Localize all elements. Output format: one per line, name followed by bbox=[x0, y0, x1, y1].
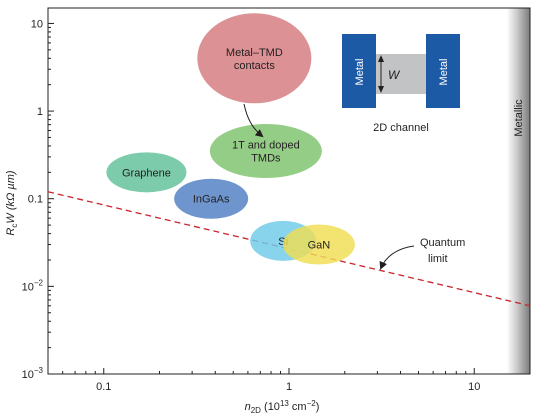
inset-metal-left bbox=[342, 34, 376, 108]
quantum-limit-arrow bbox=[379, 245, 415, 270]
region-label-1t-and-doped-tmds: TMDs bbox=[251, 153, 281, 165]
x-tick-label: 0.1 bbox=[96, 381, 111, 393]
inset-metal-left-label: Metal bbox=[354, 59, 366, 86]
metallic-region bbox=[506, 8, 530, 374]
region-graphene bbox=[106, 152, 187, 193]
region-gan bbox=[282, 224, 355, 265]
y-axis-title: RcW (kΩ µm) bbox=[5, 170, 19, 235]
region-label-metal-tmd-contacts: contacts bbox=[234, 60, 275, 72]
metallic-label: Metallic bbox=[513, 99, 525, 137]
x-axis: 0.1 1 10 bbox=[47, 368, 531, 393]
region-label-metal-tmd-contacts: Metal–TMD bbox=[226, 47, 283, 59]
inset-width-label: W bbox=[388, 68, 401, 82]
region-metal-tmd-contacts bbox=[197, 13, 312, 104]
inset-metal-right bbox=[426, 34, 460, 108]
inset-arrow-top bbox=[378, 55, 384, 62]
inset-schematic: Metal Metal W 2D channel bbox=[342, 34, 460, 134]
quantum-limit-label-line2: limit bbox=[428, 253, 448, 265]
quantum-limit-label-line1: Quantum bbox=[420, 237, 465, 249]
x-tick-label: 1 bbox=[286, 381, 292, 393]
x-tick-label: 10 bbox=[468, 381, 480, 393]
region-label-si: Si bbox=[278, 236, 288, 248]
y-tick-label: 0.1 bbox=[28, 194, 43, 206]
region-label-gan: GaN bbox=[308, 240, 331, 252]
x-axis-title: n2D (1013 cm−2) bbox=[245, 399, 320, 415]
region-label-ingaas: InGaAs bbox=[193, 194, 230, 206]
region-label-graphene: Graphene bbox=[122, 167, 171, 179]
region-1t-and-doped-tmds bbox=[209, 124, 322, 179]
y-tick-label: 1 bbox=[37, 106, 43, 118]
region-ingaas bbox=[174, 178, 249, 219]
inset-metal-right-label: Metal bbox=[438, 59, 450, 86]
region-label-1t-and-doped-tmds: 1T and doped bbox=[232, 140, 300, 152]
y-tick-label: 10 bbox=[31, 18, 43, 30]
metal-tmd-arrow bbox=[243, 103, 264, 138]
y-axis: 10−3 10−2 0.1 1 10 bbox=[22, 18, 54, 381]
quantum-limit-line bbox=[47, 191, 531, 307]
inset-arrow-bottom bbox=[378, 86, 384, 93]
y-tick-label: 10−2 bbox=[22, 278, 44, 293]
y-tick-label: 10−3 bbox=[22, 366, 44, 381]
inset-caption: 2D channel bbox=[373, 122, 429, 134]
